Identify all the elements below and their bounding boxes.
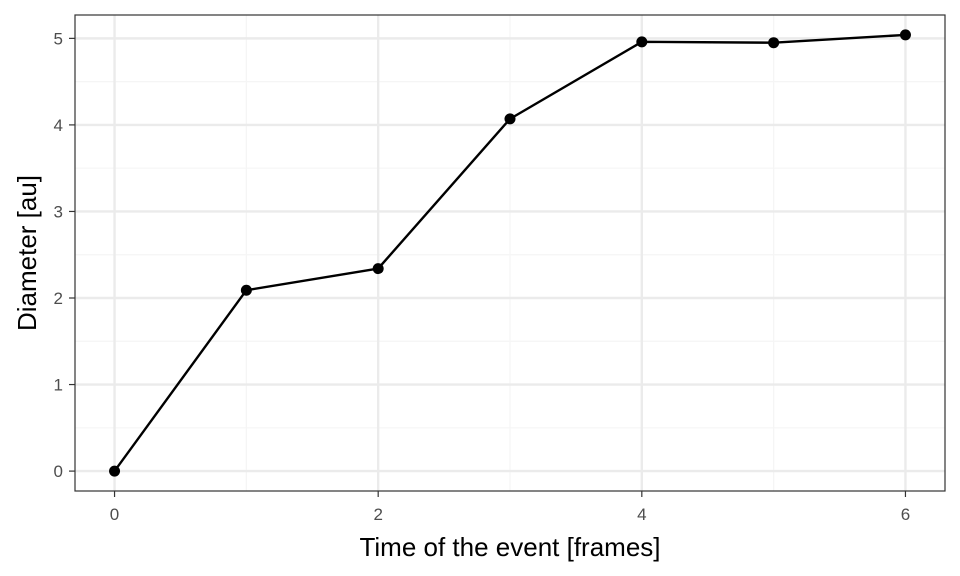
panel-border	[74, 14, 946, 492]
y-axis-title: Diameter [au]	[12, 175, 42, 331]
y-tick-label: 5	[54, 29, 63, 48]
x-axis-title: Time of the event [frames]	[359, 532, 660, 562]
y-tick-label: 3	[54, 202, 63, 221]
data-point	[240, 284, 252, 296]
x-tick-label: 2	[373, 505, 382, 524]
x-axis-tick-labels: 0 2 4 6	[110, 505, 910, 524]
major-gridlines	[75, 15, 945, 491]
data-point	[768, 37, 780, 49]
axis-ticks	[69, 37, 907, 497]
data-point	[504, 113, 516, 125]
data-point	[636, 36, 648, 48]
data-point	[899, 29, 911, 41]
minor-gridlines	[75, 15, 945, 491]
x-tick-label: 0	[110, 505, 119, 524]
y-axis-tick-labels: 0 1 2 3 4 5	[54, 29, 63, 481]
data-point	[109, 465, 121, 477]
y-tick-label: 1	[54, 376, 63, 395]
y-tick-label: 4	[54, 116, 63, 135]
data-point	[372, 263, 384, 275]
x-tick-label: 6	[901, 505, 910, 524]
y-tick-label: 2	[54, 289, 63, 308]
data-series	[109, 29, 911, 477]
x-tick-label: 4	[637, 505, 646, 524]
y-tick-label: 0	[54, 462, 63, 481]
